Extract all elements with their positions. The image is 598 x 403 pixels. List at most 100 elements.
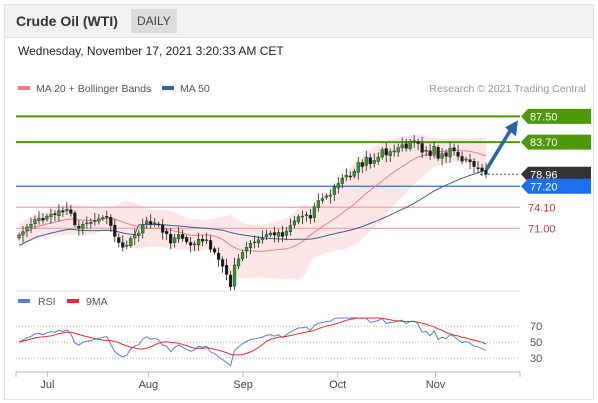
candle	[105, 210, 109, 225]
candle-body	[316, 200, 320, 208]
candle-body	[248, 243, 253, 249]
candle	[125, 240, 129, 250]
candle	[252, 235, 257, 249]
candle	[432, 141, 436, 159]
candle-body	[376, 156, 380, 162]
candle	[177, 227, 181, 243]
candle	[149, 214, 153, 229]
candle-body	[296, 216, 301, 223]
candle	[448, 141, 452, 163]
candle-body	[468, 159, 472, 163]
candle-body	[169, 234, 173, 244]
candle	[45, 213, 49, 222]
candle	[208, 235, 213, 253]
candle-body	[400, 144, 404, 148]
candle-body	[57, 210, 61, 217]
candle	[404, 138, 408, 152]
candle-body	[476, 167, 480, 169]
candle	[464, 156, 468, 163]
candle-body	[240, 251, 245, 260]
candle	[276, 229, 281, 243]
candle-body	[49, 213, 53, 217]
candle	[189, 236, 193, 253]
candle-body	[288, 225, 293, 232]
candle	[336, 177, 340, 194]
ma20-legend-label: MA 20 + Bollinger Bands	[36, 83, 151, 95]
candle	[328, 189, 332, 204]
candle-body	[25, 226, 29, 231]
candle	[424, 146, 428, 157]
candle-body	[165, 231, 169, 234]
candle	[316, 193, 320, 212]
candle-body	[452, 147, 456, 152]
instrument-title: Crude Oil (WTI)	[16, 13, 118, 29]
candle	[412, 135, 416, 149]
bollinger-bands	[19, 134, 486, 280]
candle	[37, 210, 41, 225]
candle-body	[77, 225, 81, 229]
ma50-legend-swatch	[162, 86, 174, 90]
candle-body	[201, 238, 205, 242]
candle-body	[428, 150, 432, 156]
candle	[17, 232, 21, 241]
level-tag-83-70	[521, 134, 591, 150]
candle-body	[53, 213, 57, 215]
candle	[85, 216, 89, 229]
rsi9-line	[18, 317, 487, 356]
candle-body	[320, 198, 324, 201]
candle	[25, 223, 29, 238]
candle	[284, 227, 289, 241]
candle-body	[149, 221, 153, 225]
candle	[145, 216, 149, 229]
candle	[376, 152, 380, 165]
candle	[272, 226, 277, 243]
candle-body	[276, 232, 281, 237]
candle	[69, 205, 73, 217]
candle	[141, 218, 145, 239]
candle	[197, 232, 201, 251]
candle	[340, 174, 344, 189]
candle-body	[396, 147, 400, 153]
candle-body	[356, 162, 360, 173]
candle	[396, 143, 400, 157]
rsi-legend-swatch	[18, 299, 30, 303]
candle-body	[308, 215, 312, 219]
ma50-line	[18, 169, 487, 246]
candle-body	[344, 175, 348, 178]
candle	[81, 221, 85, 235]
candle	[280, 225, 285, 243]
timeframe-badge[interactable]: DAILY	[131, 9, 177, 33]
candle	[368, 153, 372, 169]
candle-body	[45, 215, 49, 220]
candle	[288, 218, 293, 236]
candle	[408, 139, 412, 152]
ma20-line	[18, 149, 487, 252]
candle-body	[61, 210, 65, 213]
candle	[480, 163, 484, 177]
candle-body	[41, 217, 45, 221]
x-tick-label-sep: Sep	[233, 379, 253, 391]
candle-body	[29, 224, 33, 228]
level-label-77-20: 77.20	[530, 181, 558, 193]
candle-body	[193, 243, 197, 246]
candle-body	[388, 151, 392, 156]
candle	[169, 227, 173, 249]
candle	[77, 220, 81, 236]
candle	[468, 154, 472, 170]
candle-body	[460, 156, 464, 162]
candle-body	[352, 171, 356, 177]
key-levels	[16, 115, 520, 229]
candle-body	[244, 247, 249, 252]
candle	[400, 137, 404, 152]
candle	[360, 159, 364, 174]
candle-body	[189, 242, 193, 246]
candle-body	[173, 237, 177, 243]
candle-body	[216, 252, 221, 260]
level-label-74-10: 74.10	[528, 202, 556, 214]
candle	[117, 233, 121, 248]
candle	[65, 202, 69, 215]
price-legend: MA 20 + Bollinger Bands MA 50 Research ©…	[18, 83, 586, 95]
candle-body	[260, 237, 265, 241]
report-datetime: Wednesday, November 17, 2021 3:20:33 AM …	[18, 44, 284, 58]
candle-body	[129, 238, 133, 247]
